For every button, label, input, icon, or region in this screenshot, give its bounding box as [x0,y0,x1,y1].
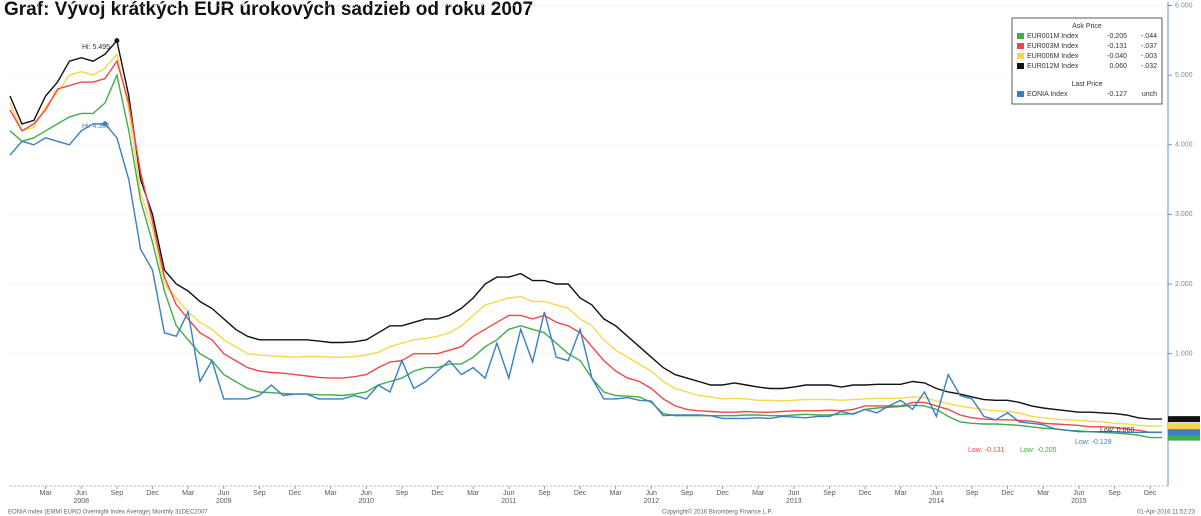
x-tick-label: Dec [146,490,159,497]
y-tick-label: 5.000 [1175,72,1193,79]
last-value-tag [1168,416,1200,423]
x-tick-label: Mar [895,490,908,497]
x-tick-label: Mar [752,490,765,497]
legend-swatch [1017,33,1024,39]
x-tick-label: Sep [538,490,551,497]
y-tick-label: 1.000 [1175,351,1193,358]
x-tick-label: Mar [610,490,623,497]
footer-left: EONIA Index (EMMI EURO Overnight Index A… [8,510,208,516]
x-tick-label: Jun [931,490,942,497]
legend-change: -.003 [1141,53,1157,60]
peak-marker [102,121,108,127]
y-tick-label: 4.000 [1175,142,1193,149]
x-tick-label: Jun [76,490,87,497]
x-tick-label: Mar [467,490,480,497]
peak-marker [114,38,120,44]
annotation: Hi: 5.495 [82,44,110,51]
x-tick-label: Dec [289,490,302,497]
x-tick-label: Dec [574,490,587,497]
x-tick-label: Sep [396,490,409,497]
x-tick-label: Sep [823,490,836,497]
legend-change: -.037 [1141,43,1157,50]
series-line [9,72,1162,439]
x-year-label: 2009 [216,498,232,505]
x-tick-label: Sep [966,490,979,497]
legend-label: EUR012M Index [1027,63,1079,70]
last-value-tag [1168,429,1200,436]
legend-swatch [1017,91,1024,97]
y-tick-label: 6.000 [1175,2,1193,9]
annotation: Hi: 4.301 [82,123,110,130]
x-year-label: 2012 [644,498,660,505]
x-tick-label: Sep [1108,490,1121,497]
series-line [9,52,1162,427]
x-year-label: 2015 [1071,498,1087,505]
legend-swatch [1017,53,1024,59]
last-value-tag [1168,423,1200,430]
x-tick-label: Mar [182,490,195,497]
annotation: Low: -0.129 [1075,439,1112,446]
chart-title: Graf: Vývoj krátkých EUR úrokových sadzi… [4,0,533,20]
x-tick-label: Dec [716,490,729,497]
annotation: Low: -0.205 [1020,447,1057,454]
x-tick-label: Sep [253,490,266,497]
x-year-label: 2010 [358,498,374,505]
x-tick-label: Mar [40,490,53,497]
last-value-tag [1168,434,1200,441]
legend-change: unch [1142,91,1157,98]
footer-right: 01-Apr-2016 11:52:23 [1137,510,1196,516]
x-tick-label: Mar [1037,490,1050,497]
x-tick-label: Jun [361,490,372,497]
legend-value: -0.127 [1107,91,1127,98]
x-year-label: 2011 [501,498,516,505]
legend-subtitle: Last Price [1071,81,1102,88]
annotation: Low: 0.060 [1100,427,1134,434]
x-tick-label: Jun [218,490,229,497]
x-tick-label: Dec [859,490,872,497]
x-tick-label: Dec [1144,490,1157,497]
legend-value: -0.131 [1107,43,1127,50]
x-tick-label: Sep [681,490,694,497]
legend-label: EUR001M Index [1027,33,1079,40]
y-tick-label: 2.000 [1175,281,1193,288]
series-line [9,59,1162,434]
x-tick-label: Dec [1001,490,1014,497]
legend: Ask Price EUR001M Index -0.205 -.044 EUR003M… [1011,17,1163,105]
legend-value: -0.040 [1107,53,1127,60]
legend-swatch [1017,43,1024,49]
x-tick-label: Jun [788,490,799,497]
legend-box [1011,17,1163,105]
legend-label: EUR006M Index [1027,53,1079,60]
legend-change: -.032 [1141,63,1157,70]
legend-label: EUR003M Index [1027,43,1079,50]
legend-swatch [1017,63,1024,69]
x-tick-label: Jun [646,490,657,497]
legend-title: Ask Price [1072,23,1102,30]
legend-value: -0.205 [1107,33,1127,40]
x-tick-label: Sep [111,490,124,497]
x-year-label: 2014 [929,498,945,505]
series-line [9,39,1162,420]
x-year-label: 2008 [73,498,89,505]
x-tick-label: Mar [325,490,338,497]
x-tick-label: Jun [503,490,514,497]
legend-change: -.044 [1141,33,1157,40]
y-tick-label: 3.000 [1175,211,1193,218]
legend-label: EONIA Index [1027,91,1068,98]
x-year-label: 2013 [786,498,802,505]
annotation: Low: -0.131 [968,447,1005,454]
x-tick-label: Dec [431,490,444,497]
x-tick-label: Jun [1073,490,1084,497]
series-line [9,123,1162,434]
legend-value: 0.060 [1109,63,1127,70]
footer-center: Copyright© 2016 Bloomberg Finance L.P. [662,509,773,516]
